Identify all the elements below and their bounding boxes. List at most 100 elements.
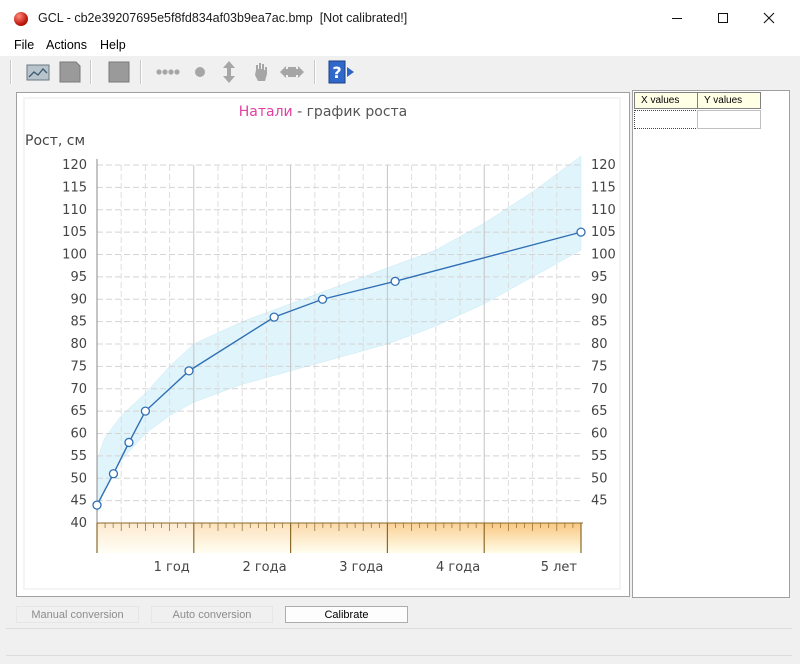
calibrate-button[interactable]: Calibrate bbox=[285, 606, 408, 623]
y-tick-label-right: 95 bbox=[591, 270, 608, 285]
open-image-icon bbox=[26, 64, 50, 81]
chart-title-rest: - график роста bbox=[293, 104, 408, 120]
minimize-icon bbox=[672, 18, 682, 19]
y-tick-label-right: 100 bbox=[591, 248, 616, 263]
vertical-tool-icon bbox=[223, 61, 235, 83]
y-tick-label-left: 60 bbox=[70, 427, 87, 442]
y-tick-label-right: 65 bbox=[591, 404, 608, 419]
y-tick-label-left: 120 bbox=[62, 158, 87, 173]
hand-tool-button[interactable] bbox=[250, 60, 272, 84]
open-image-button[interactable] bbox=[25, 60, 51, 84]
y-tick-label-left: 55 bbox=[70, 449, 87, 464]
menu-actions[interactable]: Actions bbox=[46, 38, 87, 52]
x-tick-label: 2 года bbox=[242, 560, 286, 575]
x-tick-label: 5 лет bbox=[541, 560, 578, 575]
point-tool-button[interactable] bbox=[190, 60, 210, 84]
y-tick-label-right: 120 bbox=[591, 158, 616, 173]
chart-image: 40 45 50 55 60 65 70 75 80 85 90 95 100 105 110 115 120 4… bbox=[23, 97, 621, 590]
x-tick-label: 1 год bbox=[154, 560, 190, 575]
y-tick-label-right: 45 bbox=[591, 494, 608, 509]
y-tick-label-right: 55 bbox=[591, 449, 608, 464]
y-tick-label-right: 80 bbox=[591, 337, 608, 352]
minimize-button[interactable] bbox=[654, 0, 700, 36]
y-tick-label-left: 110 bbox=[62, 203, 87, 218]
growth-data-point bbox=[124, 437, 134, 448]
y-tick-label-left: 50 bbox=[70, 471, 87, 486]
status-bar bbox=[6, 628, 792, 656]
toolbar-separator bbox=[140, 60, 142, 84]
growth-data-point bbox=[390, 276, 400, 287]
y-tick-label-right: 60 bbox=[591, 427, 608, 442]
maximize-icon bbox=[718, 13, 728, 23]
point-tool-icon bbox=[195, 67, 205, 77]
y-tick-label-left: 105 bbox=[62, 225, 87, 240]
maximize-button[interactable] bbox=[700, 0, 746, 36]
y-tick-label-left: 85 bbox=[70, 315, 87, 330]
eraser-tool-icon bbox=[280, 66, 304, 78]
y-tick-label-right: 85 bbox=[591, 315, 608, 330]
y-tick-label-right: 50 bbox=[591, 471, 608, 486]
save-button[interactable] bbox=[57, 60, 83, 84]
growth-data-point bbox=[140, 406, 151, 416]
grid-cell-x[interactable] bbox=[634, 110, 698, 129]
column-header-y[interactable]: Y values bbox=[697, 92, 761, 109]
menu-help[interactable]: Help bbox=[100, 38, 126, 52]
growth-data-point bbox=[269, 312, 279, 322]
y-tick-label-right: 70 bbox=[591, 382, 608, 397]
line-tool-icon bbox=[156, 69, 180, 75]
menu-bar: File Actions Help bbox=[0, 36, 800, 56]
y-tick-label-right: 75 bbox=[591, 359, 608, 374]
toolbar: ? bbox=[0, 56, 800, 88]
help-button[interactable]: ? bbox=[326, 60, 356, 84]
image-panel[interactable]: 40 45 50 55 60 65 70 75 80 85 90 95 100 105 110 115 120 4… bbox=[16, 92, 630, 597]
close-button[interactable] bbox=[746, 0, 792, 36]
hand-tool-icon bbox=[255, 63, 267, 81]
chart-title-name: Натали bbox=[239, 104, 293, 120]
y-tick-label-right: 90 bbox=[591, 292, 608, 307]
toolbar-separator bbox=[10, 60, 12, 84]
y-tick-label-left: 100 bbox=[62, 248, 87, 263]
y-tick-label-left: 75 bbox=[70, 359, 87, 374]
help-icon: ? bbox=[328, 60, 354, 84]
growth-data-point bbox=[184, 366, 194, 376]
y-axis-label: Рост, см bbox=[25, 133, 85, 149]
y-tick-label-left: 95 bbox=[70, 270, 87, 285]
menu-file[interactable]: File bbox=[14, 38, 35, 52]
grid-cell-y[interactable] bbox=[697, 110, 761, 129]
title-bar: GCL - cb2e39207695e5f8fd834af03b9ea7ac.b… bbox=[0, 0, 800, 36]
app-icon bbox=[14, 12, 28, 26]
toolbar-separator bbox=[90, 60, 92, 84]
close-icon bbox=[763, 12, 775, 24]
values-grid[interactable]: X values Y values bbox=[632, 90, 790, 598]
x-tick-label: 3 года bbox=[339, 560, 383, 575]
y-tick-label-left: 90 bbox=[70, 292, 87, 307]
y-tick-label-left: 70 bbox=[70, 382, 87, 397]
y-tick-label-right: 110 bbox=[591, 203, 616, 218]
save-icon bbox=[59, 61, 81, 83]
y-tick-label-right: 115 bbox=[591, 180, 616, 195]
y-tick-label-left: 45 bbox=[70, 494, 87, 509]
clear-icon bbox=[108, 61, 130, 83]
chart-title: Натали - график роста bbox=[239, 104, 408, 120]
y-tick-label-left: 40 bbox=[70, 516, 87, 531]
growth-data-point bbox=[317, 294, 328, 304]
y-tick-label-left: 65 bbox=[70, 404, 87, 419]
growth-data-point bbox=[576, 227, 586, 237]
y-tick-label-right: 105 bbox=[591, 225, 616, 240]
normal-range-band bbox=[96, 155, 582, 515]
svg-text:?: ? bbox=[332, 63, 341, 82]
growth-data-point bbox=[108, 469, 119, 479]
y-tick-label-left: 115 bbox=[62, 180, 87, 195]
vertical-tool-button[interactable] bbox=[218, 60, 240, 84]
auto-conversion-button[interactable]: Auto conversion bbox=[151, 606, 273, 623]
line-tool-button[interactable] bbox=[154, 60, 182, 84]
growth-data-point bbox=[92, 500, 102, 510]
y-tick-label-left: 80 bbox=[70, 337, 87, 352]
manual-conversion-button[interactable]: Manual conversion bbox=[16, 606, 139, 623]
column-header-x[interactable]: X values bbox=[634, 92, 698, 109]
toolbar-separator bbox=[314, 60, 316, 84]
eraser-tool-button[interactable] bbox=[278, 60, 306, 84]
clear-button[interactable] bbox=[106, 60, 132, 84]
window-title: GCL - cb2e39207695e5f8fd834af03b9ea7ac.b… bbox=[38, 11, 408, 25]
x-tick-label: 4 года bbox=[436, 560, 480, 575]
